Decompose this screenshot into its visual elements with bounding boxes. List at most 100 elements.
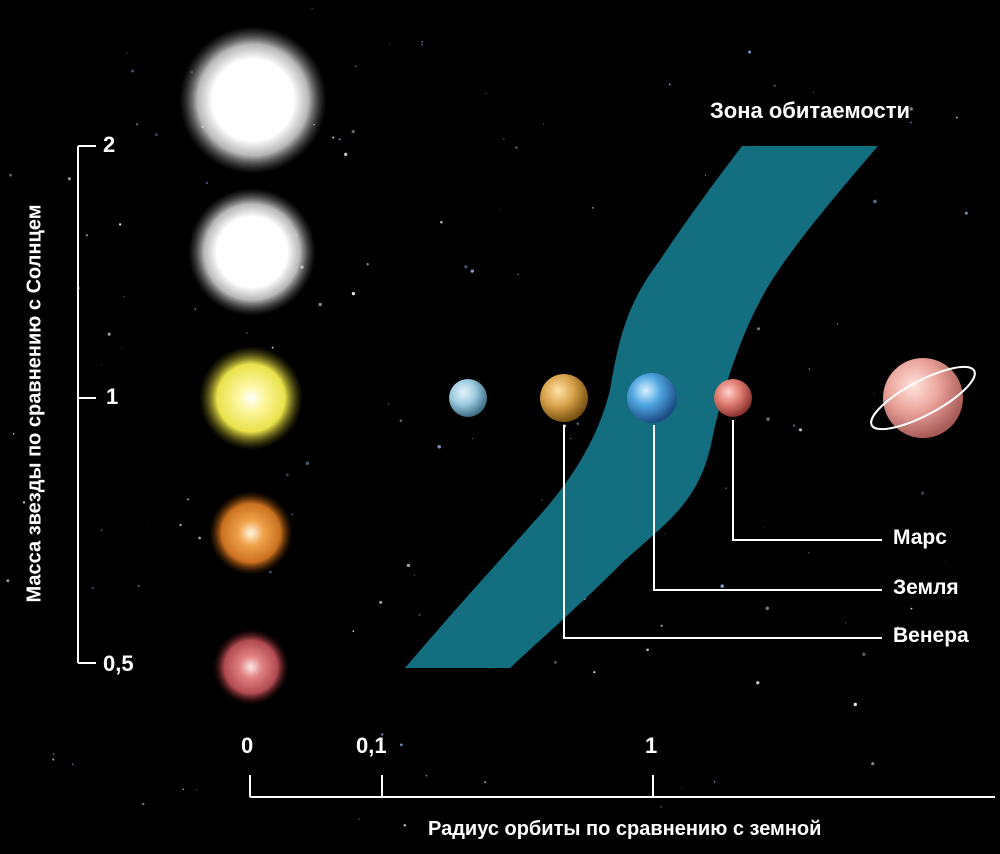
background-star [437,445,441,449]
background-star [664,532,666,534]
background-star [186,498,190,501]
background-star [358,818,360,820]
background-star [660,806,662,808]
background-star [763,527,765,529]
background-star [194,308,197,310]
background-star [387,403,390,405]
planet-venus [540,374,588,422]
background-star [131,69,134,73]
background-star [366,263,369,266]
background-star [123,296,125,298]
background-star [910,607,913,610]
background-star [704,175,707,177]
background-star [464,265,468,269]
background-star [955,116,958,119]
background-star [681,786,683,788]
background-star [351,291,356,296]
background-star [12,433,15,435]
background-star [515,146,518,149]
background-star [318,302,322,307]
background-star [502,137,505,141]
background-star [147,521,149,523]
background-star [271,346,274,349]
background-star [179,523,182,527]
venus-leader-line [563,425,882,639]
background-star [195,789,197,791]
x-tick-1: 1 [645,733,658,758]
x-tick-0: 0 [241,733,254,758]
background-star [482,825,484,827]
background-star [91,587,94,590]
background-star [713,780,716,783]
background-star [142,802,145,806]
background-star [773,84,776,87]
background-star [100,364,103,366]
background-star [483,781,487,784]
background-star [137,584,140,588]
star-mass-2-large [179,26,327,174]
background-star [873,392,875,394]
background-star [380,733,384,736]
background-star [352,630,355,633]
background-star [517,273,519,275]
background-star [646,648,649,652]
planet-earth [627,373,677,423]
star-mass-0-5 [213,629,289,705]
background-star [403,824,406,827]
background-star [813,92,815,94]
x-axis-line [249,775,995,798]
background-star [52,753,55,755]
star-mass-2 [188,188,316,316]
background-star [485,92,487,94]
star-mass-0-75 [209,491,293,575]
background-star [100,529,103,531]
background-star [85,234,89,237]
background-star [765,606,770,611]
planet-mars [714,379,752,417]
background-star [399,743,403,747]
background-star [351,129,355,134]
background-star [332,136,335,139]
background-star [720,584,724,588]
background-star [748,50,752,54]
background-star [246,332,248,334]
leader-lines [563,420,882,639]
background-star [71,763,74,766]
background-star [920,491,925,495]
background-star [591,207,594,209]
mars-label: Марс [893,526,947,549]
background-star [766,417,770,421]
background-star [198,536,201,540]
background-star [22,501,26,504]
background-star [67,177,71,181]
background-star [924,591,927,594]
background-star [792,424,796,427]
background-star [155,133,158,136]
earth-leader-line [653,425,882,591]
background-star [107,332,111,336]
background-star [182,788,185,790]
mars-leader-line [732,420,882,541]
background-star [862,652,866,656]
background-star [542,123,545,125]
background-star [311,8,313,10]
y-tick-0-5: 0,5 [103,651,134,676]
background-star [756,327,761,331]
venus-label: Венера [893,624,969,647]
background-star [945,561,947,563]
background-star [388,44,390,45]
y-tick-2: 2 [103,132,116,157]
background-star [269,570,272,574]
background-star [135,123,139,126]
background-star [126,52,128,54]
background-star [9,173,12,177]
background-star [52,758,55,761]
background-star [285,473,289,477]
background-star [421,40,424,43]
background-star [118,223,122,226]
background-star [576,422,580,425]
x-axis-label: Радиус орбиты по сравнению с земной [428,818,822,840]
background-star [853,702,857,707]
background-star [799,428,802,432]
background-star [756,681,760,685]
